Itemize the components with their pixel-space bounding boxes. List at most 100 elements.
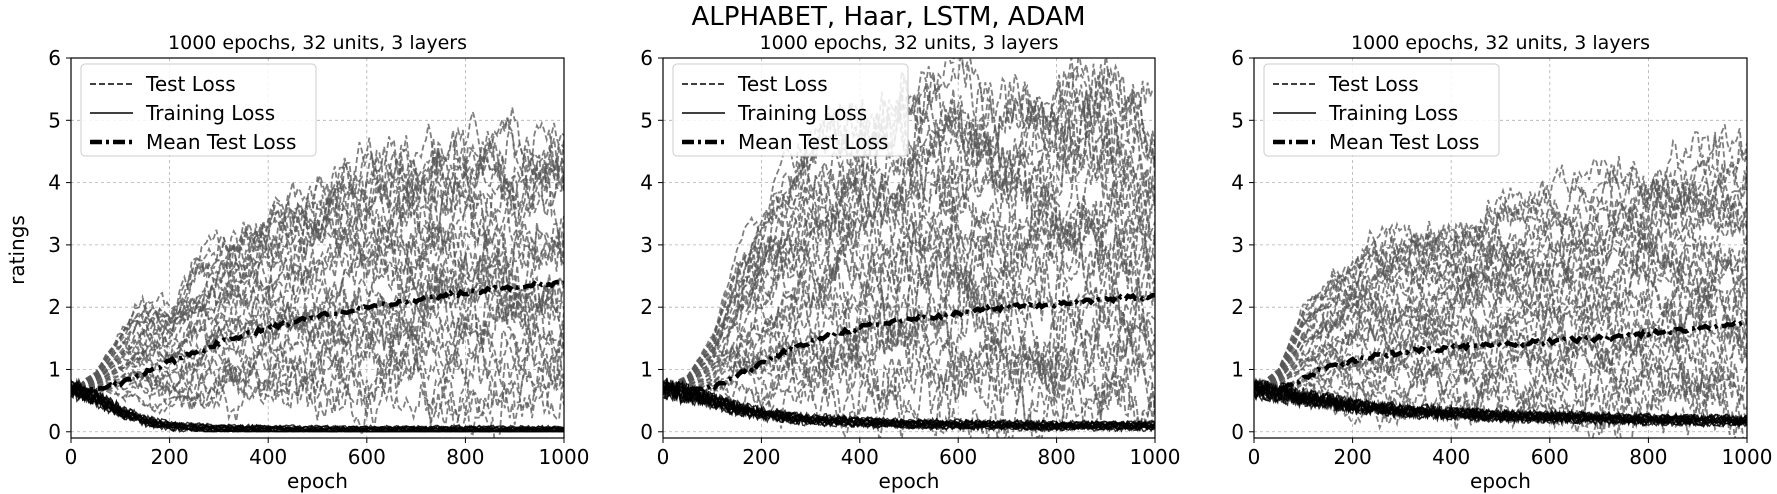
axes-frame xyxy=(662,57,1156,439)
legend-label: Training Loss xyxy=(1328,101,1458,125)
test-loss-run xyxy=(663,280,1155,420)
y-tick-label: 4 xyxy=(48,171,61,195)
y-tick-label: 5 xyxy=(1231,108,1244,132)
y-tick-label: 0 xyxy=(1231,420,1244,444)
x-tick-label: 400 xyxy=(249,445,287,469)
test-loss-run xyxy=(1254,235,1747,390)
x-tick-label: 1000 xyxy=(539,445,590,469)
y-tick-label: 6 xyxy=(1231,46,1244,70)
chart-panel-3: 0 200 400 600 800 1000 0 1 2 3 4 5 6 1000 epochs, 32 … xyxy=(1231,32,1772,493)
y-tick-label: 2 xyxy=(1231,295,1244,319)
x-tick-label: 0 xyxy=(657,445,670,469)
test-loss-run xyxy=(71,345,564,422)
x-tick-label: 200 xyxy=(1334,445,1372,469)
training-loss-run xyxy=(71,377,564,430)
test-loss-run xyxy=(663,184,1155,390)
test-loss-run xyxy=(663,58,1155,390)
legend-label: Test Loss xyxy=(145,72,236,96)
plot-area xyxy=(663,58,1155,438)
test-loss-run xyxy=(71,341,564,429)
legend-label: Test Loss xyxy=(1328,72,1419,96)
y-tick-label: 2 xyxy=(48,295,61,319)
plot-area xyxy=(1254,124,1747,438)
chart-panel-1: 0 200 400 600 800 1000 0 1 2 3 4 5 6 1000 epochs, 32 … xyxy=(48,32,589,493)
y-tick-label: 4 xyxy=(1231,171,1244,195)
y-tick-label: 1 xyxy=(48,357,61,381)
test-loss-run xyxy=(663,214,1155,390)
x-tick-label: 800 xyxy=(1038,445,1076,469)
training-loss-run xyxy=(1254,379,1747,423)
x-tick-label: 1000 xyxy=(1130,445,1181,469)
y-tick-label: 1 xyxy=(1231,357,1244,381)
test-loss-run xyxy=(71,138,564,390)
x-tick-label: 600 xyxy=(348,445,386,469)
x-tick-label: 600 xyxy=(939,445,977,469)
subplot-title: 1000 epochs, 32 units, 3 layers xyxy=(168,32,467,54)
test-loss-run xyxy=(1254,372,1747,434)
test-loss-run xyxy=(71,108,564,390)
y-tick-label: 2 xyxy=(640,295,653,319)
test-loss-run xyxy=(663,195,1155,390)
x-axis-label: epoch xyxy=(879,469,940,493)
test-loss-run xyxy=(1254,124,1747,390)
y-tick-label: 3 xyxy=(48,233,61,257)
test-loss-run xyxy=(663,248,1155,390)
test-loss-run xyxy=(1254,236,1747,390)
test-loss-run xyxy=(1254,164,1747,390)
test-loss-run xyxy=(663,164,1155,390)
test-loss-run xyxy=(1254,330,1747,421)
mean-test-loss-line xyxy=(71,279,564,392)
x-tick-label: 0 xyxy=(1248,445,1261,469)
x-tick-label: 600 xyxy=(1531,445,1569,469)
training-loss-run xyxy=(71,377,564,430)
y-axis-label: ratings xyxy=(5,215,29,285)
test-loss-run xyxy=(663,58,1155,390)
x-tick-label: 200 xyxy=(742,445,780,469)
x-tick-label: 800 xyxy=(1629,445,1667,469)
legend-label: Training Loss xyxy=(145,101,275,125)
legend-box xyxy=(1263,63,1500,157)
x-tick-label: 0 xyxy=(65,445,78,469)
x-tick-label: 1000 xyxy=(1722,445,1773,469)
legend-label: Test Loss xyxy=(737,72,828,96)
subplot-title: 1000 epochs, 32 units, 3 layers xyxy=(760,32,1059,54)
legend-box xyxy=(80,63,317,157)
y-tick-label: 1 xyxy=(640,357,653,381)
subplot-title: 1000 epochs, 32 units, 3 layers xyxy=(1351,32,1650,54)
test-loss-run xyxy=(71,209,564,390)
y-tick-label: 4 xyxy=(640,171,653,195)
x-axis-label: epoch xyxy=(287,469,348,493)
legend: Test Loss Training Loss Mean Test Loss xyxy=(672,63,909,157)
x-tick-label: 400 xyxy=(1432,445,1470,469)
mean-test-loss-line xyxy=(1254,319,1747,392)
test-loss-run xyxy=(1254,180,1747,390)
y-tick-label: 6 xyxy=(48,46,61,70)
chart-panel-2: 0 200 400 600 800 1000 0 1 2 3 4 5 6 1000 epochs, 32 … xyxy=(640,32,1180,493)
y-tick-label: 3 xyxy=(1231,233,1244,257)
test-loss-run xyxy=(663,65,1155,390)
test-loss-run xyxy=(71,345,564,438)
test-loss-run xyxy=(71,191,564,390)
legend-label: Mean Test Loss xyxy=(738,130,888,154)
legend-label: Training Loss xyxy=(737,101,867,125)
y-tick-label: 6 xyxy=(640,46,653,70)
x-tick-label: 200 xyxy=(151,445,189,469)
y-tick-label: 5 xyxy=(48,108,61,132)
test-loss-run xyxy=(663,227,1155,390)
test-loss-run xyxy=(1254,141,1747,390)
test-loss-run xyxy=(71,214,564,390)
test-loss-run xyxy=(1254,212,1747,390)
test-loss-run xyxy=(71,282,564,393)
test-loss-run xyxy=(663,58,1155,390)
test-loss-run xyxy=(71,239,564,390)
test-loss-run xyxy=(71,270,564,390)
x-axis-label: epoch xyxy=(1470,469,1531,493)
y-tick-label: 0 xyxy=(640,420,653,444)
axes-frame xyxy=(70,57,565,439)
x-tick-label: 800 xyxy=(446,445,484,469)
test-loss-run xyxy=(1254,241,1747,390)
legend: Test Loss Training Loss Mean Test Loss xyxy=(1263,63,1500,157)
test-loss-run xyxy=(71,154,564,390)
test-loss-run xyxy=(71,319,564,400)
